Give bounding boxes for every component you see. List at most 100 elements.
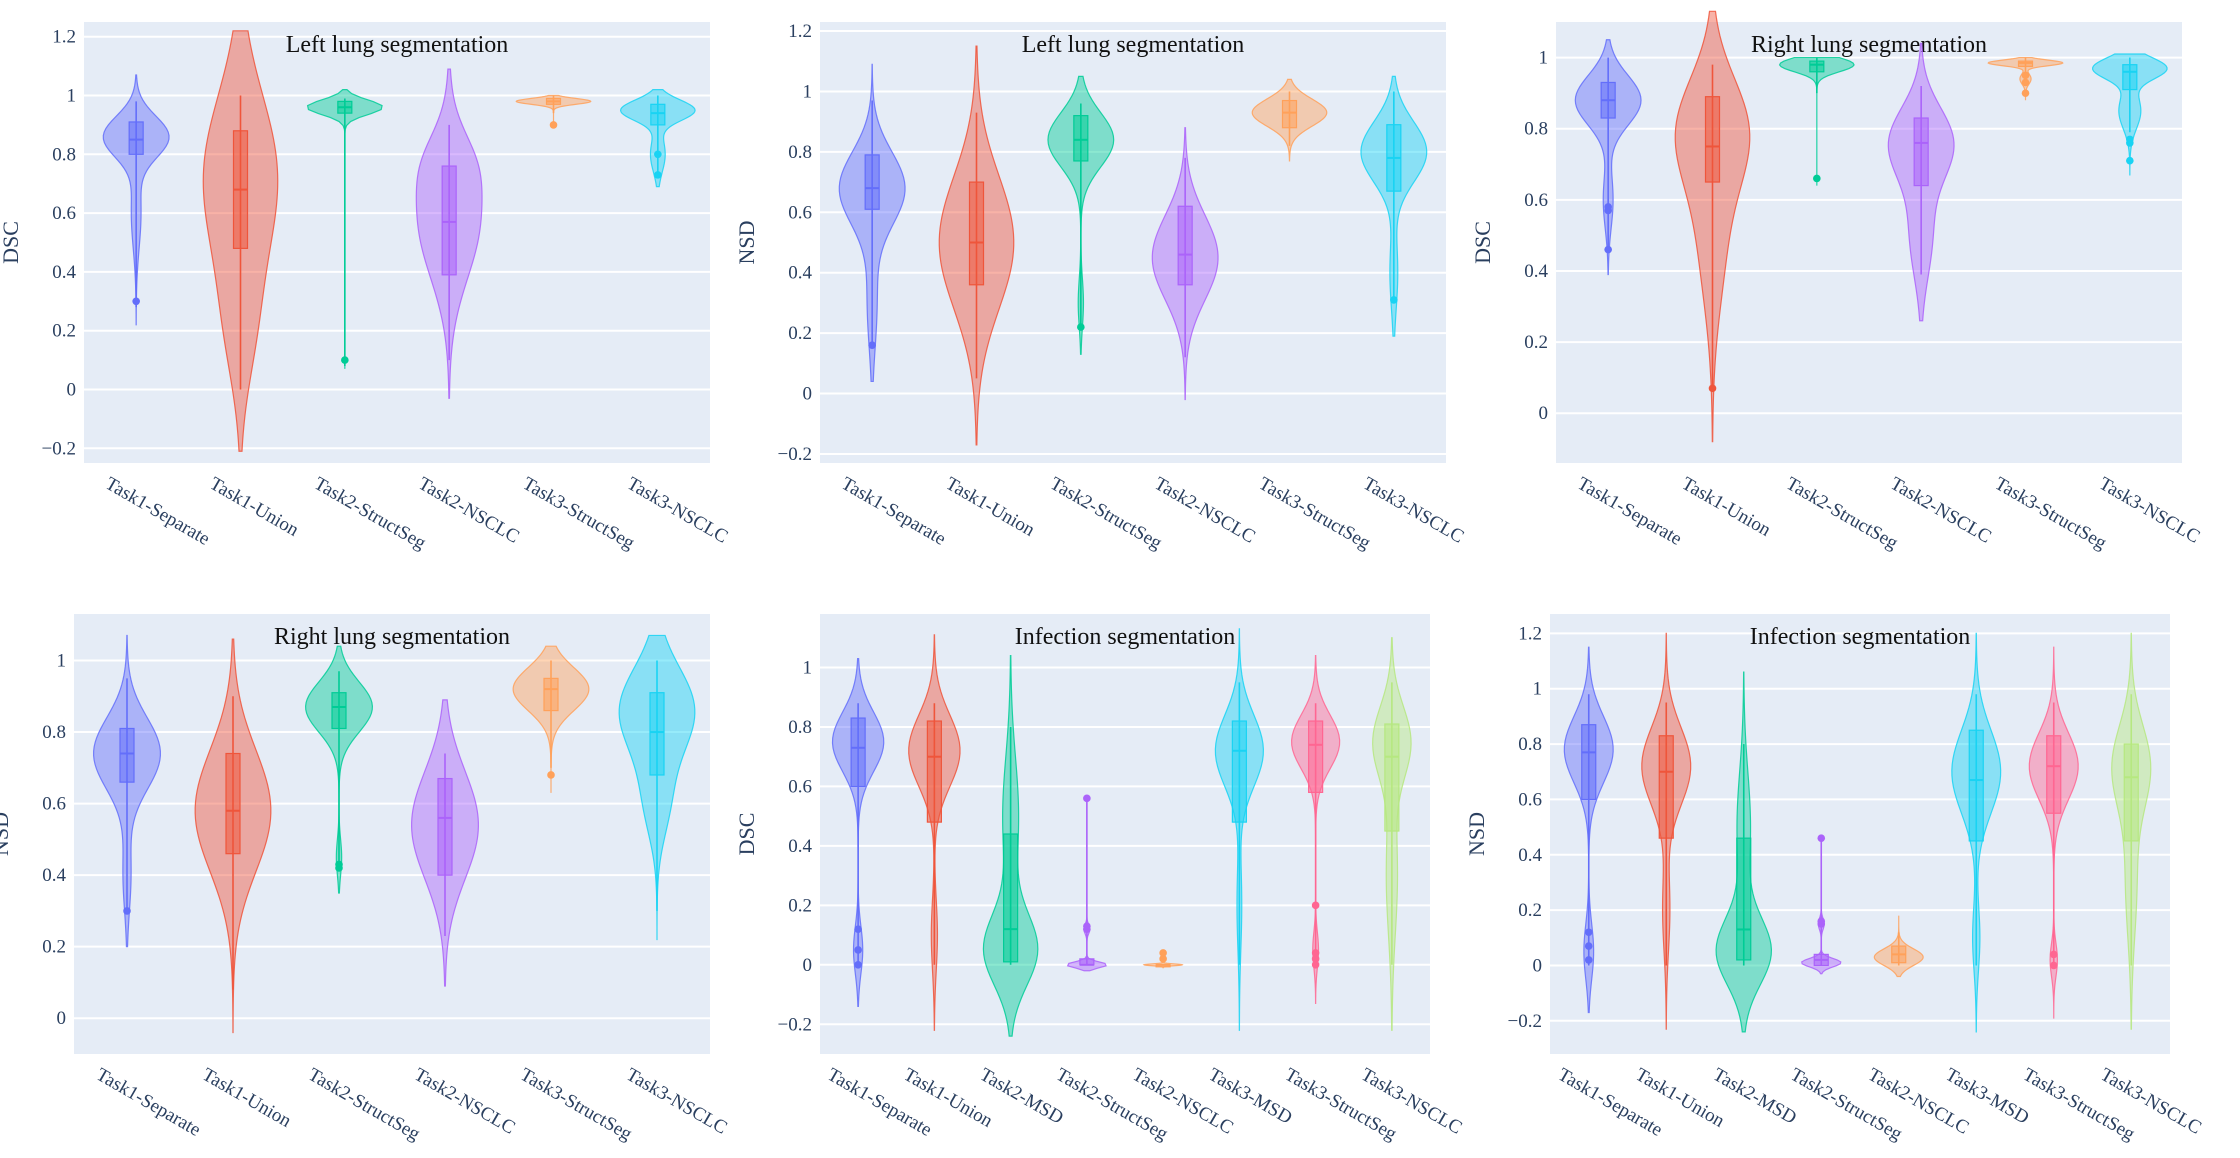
y-tick-label: 0.8 bbox=[1524, 119, 1548, 140]
violin-task2-structseg bbox=[1778, 56, 1855, 186]
y-tick-label: 0.6 bbox=[788, 202, 812, 223]
violin-iqr-box bbox=[1073, 115, 1089, 162]
violin-iqr-box bbox=[649, 692, 665, 776]
violin-task1-union bbox=[1641, 632, 1692, 1030]
y-tick-label: 1 bbox=[67, 86, 77, 107]
violin-iqr-box bbox=[968, 181, 985, 286]
outlier-point bbox=[335, 860, 343, 869]
x-tick-label: Task1-Separate bbox=[102, 473, 214, 550]
violin-iqr-box bbox=[1658, 735, 1674, 839]
y-tick-label: 0.6 bbox=[788, 776, 812, 797]
y-tick-label: −0.2 bbox=[778, 1014, 812, 1035]
x-tick-label: Task1-Union bbox=[942, 473, 1039, 541]
violin-task2-structseg bbox=[305, 645, 373, 894]
y-tick-label: 0.4 bbox=[52, 262, 76, 283]
violin-task1-union bbox=[202, 30, 279, 452]
chart-panel-6: −0.2 0 0.2 0.4 0.6 0.8 1 1.2 NSD Infection segmen… bbox=[1464, 614, 2205, 1145]
y-tick-label: 0.2 bbox=[42, 937, 66, 958]
violin-task2-nsclc bbox=[411, 699, 479, 987]
violin-iqr-box bbox=[850, 717, 866, 788]
violin-task3-nsclc bbox=[1372, 637, 1412, 1031]
plot-area bbox=[1550, 614, 2170, 1054]
outlier-point bbox=[2049, 950, 2058, 959]
outlier-point bbox=[1813, 174, 1821, 183]
x-tick-label: Task1-Separate bbox=[1574, 473, 1686, 550]
outlier-point bbox=[854, 925, 862, 933]
plot-area bbox=[820, 22, 1446, 463]
violin-task2-nsclc bbox=[1873, 915, 1924, 978]
violin-iqr-box bbox=[1231, 720, 1247, 823]
violin-task3-structseg bbox=[2028, 646, 2079, 1019]
violin-iqr-box bbox=[1913, 117, 1929, 187]
outlier-point bbox=[2021, 78, 2030, 87]
violin-iqr-box bbox=[128, 121, 144, 155]
y-tick-label: 0 bbox=[67, 380, 77, 401]
violin-task3-nsclc bbox=[619, 89, 696, 188]
outlier-point bbox=[854, 946, 862, 954]
outlier-point bbox=[1817, 917, 1826, 925]
outlier-point bbox=[2021, 89, 2030, 97]
x-tick-label: Task2-StructSeg bbox=[305, 1064, 424, 1145]
outlier-point bbox=[1708, 384, 1717, 393]
outlier-point bbox=[1159, 949, 1167, 957]
outlier-point bbox=[1604, 245, 1612, 254]
violin-iqr-box bbox=[1003, 833, 1019, 963]
chart-title: Right lung segmentation bbox=[274, 624, 510, 650]
x-tick-label: Task1-Separate bbox=[93, 1064, 205, 1141]
y-tick-label: 0.6 bbox=[1524, 190, 1548, 211]
chart-title: Left lung segmentation bbox=[1022, 32, 1245, 58]
y-axis-label: NSD bbox=[0, 812, 13, 856]
outlier-point bbox=[1584, 928, 1593, 937]
violin-task2-msd bbox=[1715, 671, 1773, 1033]
x-tick-label: Task3-NSCLC bbox=[1359, 473, 1467, 548]
violin-task1-union bbox=[908, 634, 961, 1031]
outlier-point bbox=[549, 121, 558, 129]
violin-iqr-box bbox=[543, 677, 559, 712]
chart-panel-3: 0 0.2 0.4 0.6 0.8 1 DSC Right lung segmentation… bbox=[1470, 10, 2203, 554]
violin-iqr-box bbox=[119, 727, 135, 783]
outlier-point bbox=[1083, 922, 1091, 930]
violin-iqr-box bbox=[1968, 729, 1984, 842]
violin-iqr-box bbox=[926, 720, 942, 823]
violin-iqr-box bbox=[2122, 64, 2138, 91]
chart-title: Right lung segmentation bbox=[1751, 32, 1987, 58]
violin-iqr-box bbox=[2123, 743, 2139, 842]
violin-task3-structseg bbox=[515, 94, 592, 129]
outlier-point bbox=[1311, 955, 1320, 963]
x-tick-label: Task3-StructSeg bbox=[1991, 473, 2110, 554]
violin-iqr-box bbox=[1177, 205, 1193, 286]
x-tick-label: Task3-StructSeg bbox=[517, 1064, 636, 1145]
violin-iqr-box bbox=[1581, 724, 1597, 801]
y-tick-label: 0.6 bbox=[1518, 789, 1542, 810]
x-tick-label: Task3-NSCLC bbox=[623, 473, 731, 548]
chart-title: Infection segmentation bbox=[1750, 624, 1971, 650]
outlier-point bbox=[1159, 955, 1167, 963]
violin-iqr-box bbox=[441, 165, 457, 276]
x-tick-label: Task2-StructSeg bbox=[1046, 473, 1165, 554]
outlier-point bbox=[854, 961, 862, 969]
violin-iqr-box bbox=[650, 103, 666, 126]
y-tick-label: 0.8 bbox=[52, 144, 76, 165]
y-tick-label: 1 bbox=[57, 651, 67, 672]
y-tick-label: 0 bbox=[1539, 403, 1549, 424]
outlier-point bbox=[2126, 156, 2134, 165]
x-tick-label: Task2-NSCLC bbox=[1151, 473, 1259, 548]
violin-task3-msd bbox=[1951, 632, 2002, 1033]
y-axis-label: DSC bbox=[734, 813, 759, 856]
x-tick-label: Task1-Union bbox=[1678, 473, 1775, 541]
y-axis-label: NSD bbox=[1464, 812, 1489, 856]
y-tick-label: 1 bbox=[803, 81, 813, 102]
chart-panel-5: −0.2 0 0.2 0.4 0.6 0.8 1 DSC Infection segmentat… bbox=[734, 614, 1465, 1145]
violin-task1-separate bbox=[1574, 39, 1642, 276]
y-tick-label: 0.4 bbox=[1524, 261, 1548, 282]
x-tick-label: Task3-NSCLC bbox=[2095, 473, 2203, 548]
y-tick-label: 0 bbox=[803, 384, 813, 405]
violin-task1-separate bbox=[93, 634, 161, 948]
violin-task1-union bbox=[938, 45, 1015, 446]
violin-task3-structseg bbox=[1987, 56, 2064, 101]
plot-area bbox=[84, 22, 710, 463]
outlier-point bbox=[2049, 961, 2058, 970]
y-tick-label: 0.2 bbox=[788, 323, 812, 344]
violin-task2-nsclc bbox=[415, 68, 483, 399]
y-axis-label: DSC bbox=[0, 221, 23, 264]
